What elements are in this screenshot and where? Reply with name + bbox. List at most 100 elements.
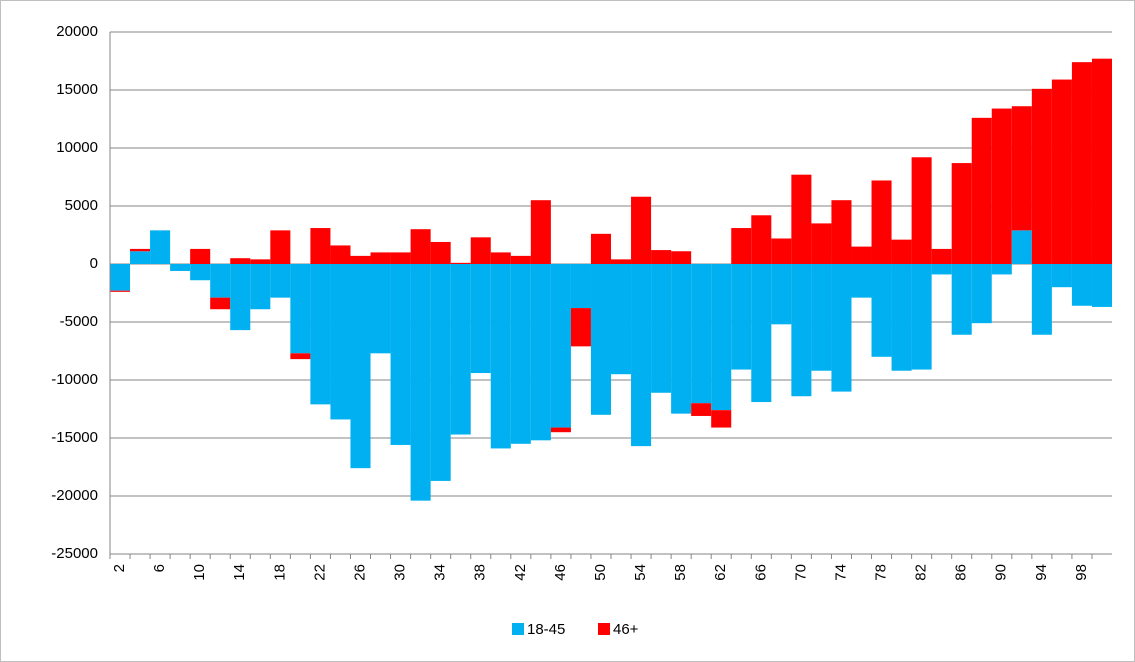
bar xyxy=(330,245,351,264)
bar xyxy=(190,248,211,264)
x-tick-label: 58 xyxy=(672,564,689,581)
x-tick-label: 62 xyxy=(712,564,729,581)
x-tick-label: 46 xyxy=(552,564,569,581)
bar xyxy=(130,248,151,252)
y-tick-label: -25000 xyxy=(51,545,98,562)
bar xyxy=(871,180,892,264)
y-tick-label: 5000 xyxy=(65,197,98,214)
bar xyxy=(791,174,812,264)
bar xyxy=(811,264,832,371)
bar xyxy=(1031,88,1052,264)
bar xyxy=(510,264,531,444)
bar xyxy=(170,264,191,271)
bar xyxy=(771,264,792,325)
bar xyxy=(991,264,1012,275)
bar xyxy=(811,223,832,264)
bar xyxy=(851,246,872,264)
x-tick-label: 82 xyxy=(913,564,930,581)
bar xyxy=(490,252,511,264)
bar xyxy=(290,264,311,354)
bar xyxy=(490,264,511,449)
bar xyxy=(991,108,1012,264)
bar xyxy=(951,264,972,335)
bar xyxy=(1031,264,1052,335)
bar xyxy=(230,258,251,264)
bar xyxy=(851,264,872,298)
bar xyxy=(731,228,752,264)
x-tick-label: 90 xyxy=(993,564,1010,581)
bar xyxy=(530,264,551,441)
x-tick-label: 94 xyxy=(1033,564,1050,581)
x-tick-label: 38 xyxy=(472,564,489,581)
bar xyxy=(1051,264,1072,288)
bar xyxy=(590,233,611,264)
bar xyxy=(611,259,632,264)
bar xyxy=(130,251,151,264)
bar xyxy=(350,255,371,264)
bar xyxy=(270,264,291,298)
bar xyxy=(931,264,952,275)
bar xyxy=(430,264,451,481)
bar xyxy=(1071,62,1092,264)
bar xyxy=(791,264,812,397)
bar xyxy=(691,264,712,404)
legend-swatch xyxy=(598,623,610,635)
bar xyxy=(871,264,892,357)
bar xyxy=(631,264,652,447)
x-tick-label: 6 xyxy=(151,564,168,572)
bar xyxy=(631,196,652,264)
bar xyxy=(711,264,732,411)
x-tick-label: 2 xyxy=(111,564,128,572)
y-tick-label: -10000 xyxy=(51,371,98,388)
x-tick-label: 18 xyxy=(271,564,288,581)
bar xyxy=(370,264,391,354)
x-tick-label: 66 xyxy=(752,564,769,581)
bar xyxy=(210,264,231,298)
bar xyxy=(310,228,331,264)
bar xyxy=(550,427,571,433)
bar xyxy=(510,255,531,264)
bar xyxy=(450,264,471,435)
bar xyxy=(891,239,912,264)
bar xyxy=(150,230,171,264)
legend-label: 18-45 xyxy=(527,621,565,638)
bar xyxy=(771,238,792,264)
bar xyxy=(530,200,551,264)
legend-swatch xyxy=(512,623,524,635)
bar xyxy=(110,290,131,292)
bar xyxy=(590,264,611,415)
bar xyxy=(831,200,852,264)
x-tick-label: 98 xyxy=(1073,564,1090,581)
bar xyxy=(691,403,712,416)
bar xyxy=(971,117,992,264)
bar xyxy=(971,264,992,324)
bar xyxy=(1051,79,1072,264)
y-tick-label: 15000 xyxy=(56,81,98,98)
legend-label: 46+ xyxy=(613,621,639,638)
x-tick-label: 86 xyxy=(953,564,970,581)
bar xyxy=(711,410,732,428)
bar xyxy=(611,264,632,375)
x-tick-label: 22 xyxy=(311,564,328,581)
bar xyxy=(831,264,852,392)
bar xyxy=(310,264,331,405)
bar xyxy=(751,264,772,403)
bar xyxy=(671,264,692,414)
bar xyxy=(751,215,772,264)
y-tick-label: -20000 xyxy=(51,487,98,504)
bar xyxy=(470,237,491,264)
bar xyxy=(1091,264,1112,307)
x-tick-label: 26 xyxy=(351,564,368,581)
bar xyxy=(651,264,672,393)
x-tick-label: 34 xyxy=(432,564,449,581)
bar xyxy=(651,250,672,264)
bar xyxy=(450,262,471,264)
bar xyxy=(210,297,231,310)
bar xyxy=(951,163,972,264)
y-tick-label: 20000 xyxy=(56,23,98,40)
bar xyxy=(1091,58,1112,265)
bar xyxy=(410,229,431,264)
bar xyxy=(1011,230,1032,264)
bar xyxy=(891,264,912,371)
